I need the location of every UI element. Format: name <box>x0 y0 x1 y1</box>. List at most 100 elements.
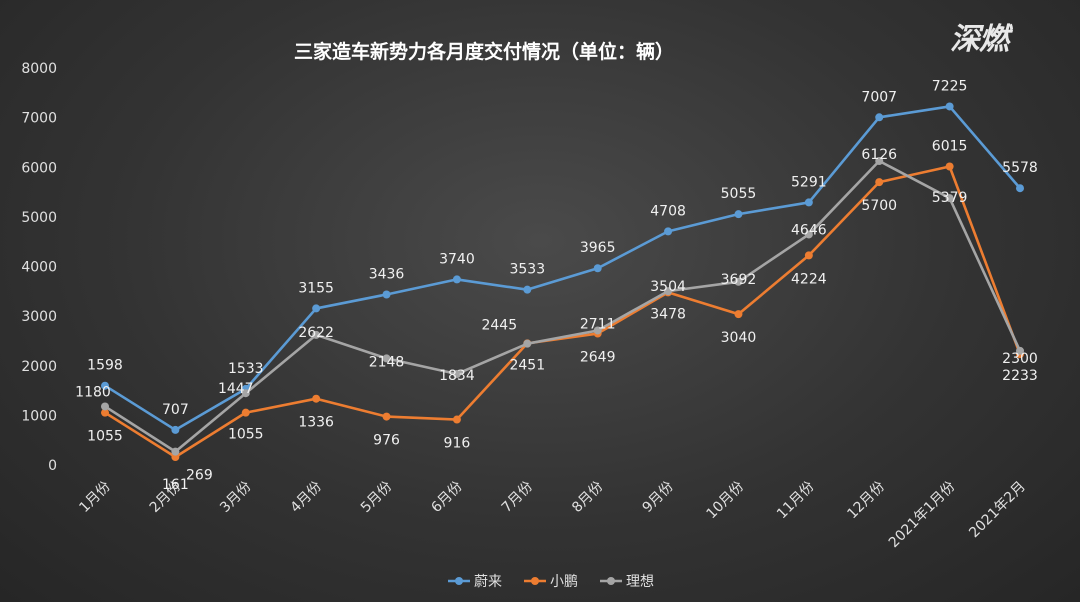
data-point <box>734 310 743 319</box>
data-label: 5700 <box>861 198 897 214</box>
data-labels: 1598 707 1533 3155 3436 3740 3533 3965 4708 5055 5… <box>75 78 1038 493</box>
data-label: 3740 <box>439 251 475 267</box>
data-point <box>312 304 321 313</box>
data-point <box>875 156 884 165</box>
data-point <box>875 113 884 122</box>
x-tick-label: 1月份 <box>76 479 113 516</box>
data-point <box>664 287 673 296</box>
data-point <box>452 369 461 378</box>
legend-marker <box>455 577 463 585</box>
data-label: 3965 <box>580 240 616 256</box>
x-tick-label: 2021年2月 <box>966 479 1029 542</box>
data-label: 1447 <box>218 381 254 397</box>
legend-label: 理想 <box>626 574 654 590</box>
y-tick-label: 2000 <box>21 359 57 375</box>
data-label: 2622 <box>298 325 334 341</box>
data-label: 2300 <box>1002 351 1038 367</box>
data-point <box>382 354 391 363</box>
y-tick-label: 1000 <box>21 408 57 424</box>
data-point <box>452 275 461 284</box>
data-point <box>101 408 109 417</box>
data-point <box>593 264 602 273</box>
data-point <box>804 230 813 239</box>
data-label: 2451 <box>509 357 545 373</box>
data-label: 4708 <box>650 203 686 219</box>
data-label: 1055 <box>228 427 264 443</box>
x-tick-label: 5月份 <box>358 479 395 516</box>
data-point <box>664 227 673 236</box>
y-tick-label: 8000 <box>21 61 57 77</box>
x-tick-label: 6月份 <box>428 479 465 516</box>
x-tick-label: 2021年1月份 <box>886 479 959 552</box>
data-point <box>945 162 954 171</box>
data-label: 3533 <box>509 262 545 278</box>
data-label: 2649 <box>580 350 616 366</box>
data-label: 5055 <box>721 186 757 202</box>
data-label: 3692 <box>721 272 757 288</box>
data-point <box>312 330 321 339</box>
data-point <box>1016 184 1024 193</box>
plot-area <box>101 102 1024 462</box>
data-point <box>241 389 250 398</box>
legend: 蔚来 小鹏 理想 <box>448 574 654 590</box>
legend-marker <box>531 577 539 585</box>
x-tick-label: 11月份 <box>774 479 818 523</box>
data-point <box>945 194 954 203</box>
data-point <box>593 326 602 335</box>
series-line-0 <box>104 105 1021 432</box>
data-label: 1598 <box>87 358 123 374</box>
data-point <box>734 277 743 286</box>
data-label: 2233 <box>1002 368 1038 384</box>
data-label: 1336 <box>298 415 334 431</box>
data-point <box>101 402 109 411</box>
data-label: 6015 <box>932 139 968 155</box>
x-axis: 1月份 2月份 3月份 4月份 5月份 6月份 7月份 8月份 9月份 10月份 11月份 12月份2… <box>76 479 1028 552</box>
y-tick-label: 6000 <box>21 160 57 176</box>
x-tick-label: 3月份 <box>217 479 254 516</box>
data-label: 2445 <box>481 318 517 334</box>
x-tick-label: 4月份 <box>288 479 325 516</box>
data-label: 916 <box>444 436 471 452</box>
data-point <box>734 210 743 219</box>
legend-label: 小鹏 <box>550 574 578 590</box>
x-tick-label: 12月份 <box>844 479 888 523</box>
data-label: 3155 <box>298 280 334 296</box>
y-tick-label: 3000 <box>21 309 57 325</box>
x-tick-label: 7月份 <box>499 479 536 516</box>
data-point <box>241 408 250 417</box>
data-label: 3040 <box>721 330 757 346</box>
data-point <box>101 381 109 390</box>
data-label: 4224 <box>791 271 827 287</box>
data-label: 2711 <box>580 316 616 332</box>
data-label: 1533 <box>228 361 264 377</box>
y-tick-label: 5000 <box>21 210 57 226</box>
y-axis: 0 1000 2000 3000 4000 5000 6000 7000 8000 <box>21 61 57 474</box>
data-label: 2148 <box>369 354 405 370</box>
x-tick-label: 9月份 <box>639 479 676 516</box>
data-label: 7225 <box>932 78 968 94</box>
data-label: 1180 <box>75 384 111 400</box>
data-label: 5291 <box>791 174 827 190</box>
y-tick-label: 0 <box>48 458 57 474</box>
data-label: 976 <box>373 433 400 449</box>
brand-logo: 深燃 <box>950 22 1009 57</box>
data-point <box>312 394 321 403</box>
data-label: 1055 <box>87 429 123 445</box>
data-point <box>171 425 180 434</box>
data-point <box>1016 346 1024 355</box>
series-line-2 <box>104 159 1022 453</box>
data-point <box>804 251 813 260</box>
data-label: 4646 <box>791 222 827 238</box>
data-point <box>523 285 532 294</box>
data-label: 6126 <box>861 147 897 163</box>
data-label: 3436 <box>369 266 405 282</box>
data-label: 5379 <box>932 190 968 206</box>
data-point <box>523 339 532 348</box>
data-label: 3504 <box>650 279 686 295</box>
legend-marker <box>607 577 615 585</box>
legend-label: 蔚来 <box>474 574 502 590</box>
data-point <box>382 290 391 299</box>
data-point <box>875 178 884 187</box>
data-point <box>382 412 391 421</box>
